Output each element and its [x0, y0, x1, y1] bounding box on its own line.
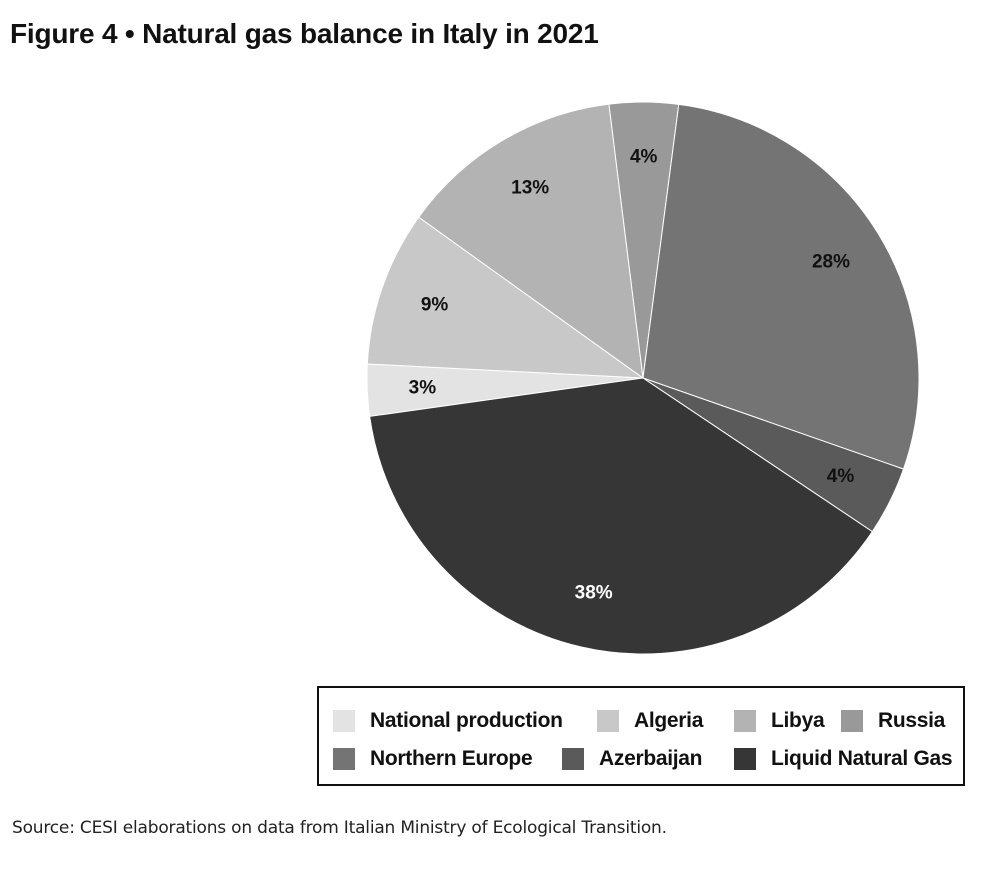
slice-label-azerbaijan: 4% — [827, 466, 855, 487]
pie-slice-liquid-natural-gas — [369, 377, 873, 655]
legend-item-northern-europe: Northern Europe — [333, 747, 533, 771]
legend-item-russia: Russia — [841, 709, 945, 733]
slice-label-liquid-natural-gas: 38% — [575, 583, 613, 604]
legend-item-national-production: National production — [333, 709, 563, 733]
legend-swatch — [333, 710, 355, 732]
legend-swatch — [562, 748, 584, 770]
legend: National production Algeria Libya Russia… — [317, 686, 965, 786]
pie-chart: 3% 9% 13% 4% 28% 4% 38% — [366, 101, 920, 655]
pie-slice-algeria — [366, 216, 645, 379]
legend-label: Libya — [771, 709, 825, 732]
legend-swatch — [734, 748, 756, 770]
pie-labels: 3% 9% 13% 4% 28% 4% 38% — [409, 147, 855, 604]
pie-slice-libya — [417, 103, 644, 380]
legend-label: Algeria — [634, 709, 704, 732]
legend-swatch — [333, 748, 355, 770]
legend-item-libya: Libya — [734, 709, 825, 733]
legend-label: Russia — [878, 709, 946, 732]
legend-swatch — [734, 710, 756, 732]
legend-label: Azerbaijan — [599, 747, 703, 770]
pie-slices — [366, 101, 920, 655]
source-note: Source: CESI elaborations on data from I… — [12, 818, 667, 838]
legend-item-azerbaijan: Azerbaijan — [562, 747, 703, 771]
legend-label: Northern Europe — [370, 747, 533, 770]
chart-title: Figure 4 • Natural gas balance in Italy … — [10, 18, 599, 49]
slice-label-libya: 13% — [511, 178, 549, 199]
legend-label: National production — [370, 709, 563, 732]
legend-swatch — [841, 710, 863, 732]
legend-item-liquid-natural-gas: Liquid Natural Gas — [734, 747, 953, 771]
legend-item-algeria: Algeria — [597, 709, 703, 733]
slice-label-algeria: 9% — [421, 295, 449, 316]
pie-slice-northern-europe — [642, 103, 920, 470]
legend-swatch — [597, 710, 619, 732]
slice-label-russia: 4% — [630, 147, 658, 168]
legend-label: Liquid Natural Gas — [771, 747, 953, 770]
slice-label-national-production: 3% — [409, 377, 437, 398]
slice-label-northern-europe: 28% — [812, 252, 850, 273]
